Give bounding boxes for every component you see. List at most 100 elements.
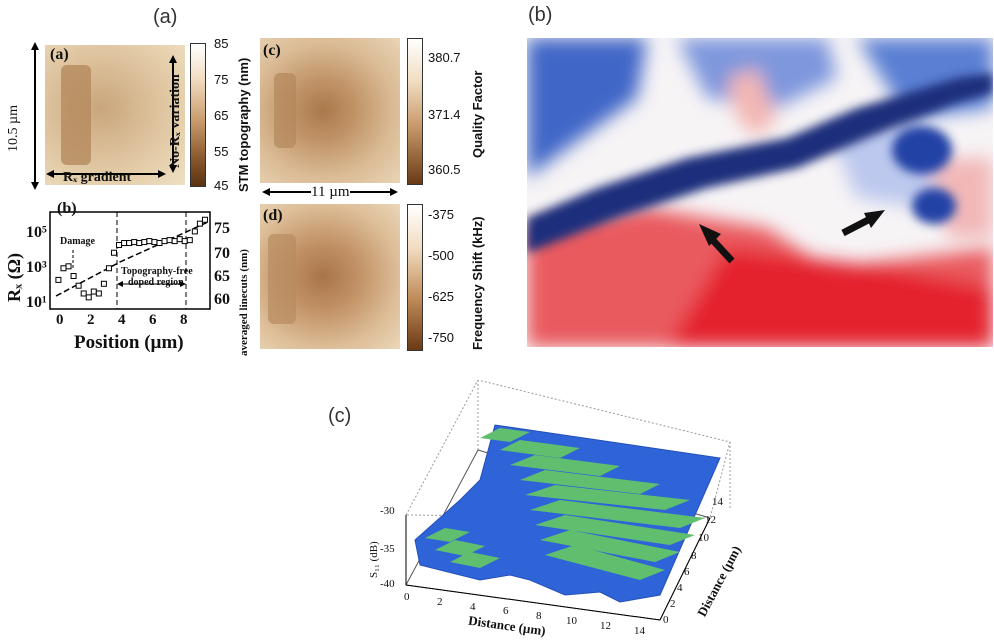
panel-c-z-tick: -35 [380,543,395,555]
panel-c-x-tick: 0 [404,591,410,603]
sub-a-colorbar [190,43,206,187]
sub-b-data-point [55,276,62,283]
sub-b-right-tick: 60 [214,291,230,308]
sub-b-data-point [151,239,158,246]
sub-b-data-point [100,280,107,287]
panel-c-y-tick: 12 [705,514,716,526]
sub-b-data-point [80,290,87,297]
sub-a-cbar-tick: 75 [214,72,229,87]
sub-a-norx-label: No-Rₓ variation [168,74,183,168]
panel-c-z-tick: -30 [380,505,395,517]
sub-b-data-point [105,265,112,272]
sub-b-region-label-1: Topography-free [121,266,193,277]
sub-b-data-point [126,240,133,247]
sub-b-data-point [70,273,77,280]
sub-d-colorbar [407,204,423,351]
sub-d-cbar-tick: -625 [428,289,455,304]
sub-b-label: (b) [57,200,77,217]
sub-d-label: (d) [263,207,283,224]
sub-a-image [45,45,185,185]
sub-c-cbar-tick: 371.4 [428,107,461,122]
sub-b-data-point [146,238,153,245]
sub-b-data-point [156,240,163,247]
sub-d-cbar-tick: -750 [428,330,455,345]
sub-c-label: (c) [263,42,281,59]
sub-b-x-tick: 2 [87,312,95,328]
panel-c-surface [405,380,731,621]
panel-c-x-tick: 8 [536,610,542,622]
panel-c-y-tick: 10 [698,532,709,544]
sub-b-data-point [111,249,117,256]
sub-b-plot [49,211,211,310]
sub-c-dark-rect [274,73,296,148]
panel-c-x-tick: 4 [470,601,476,613]
panel-b-arrow [699,224,735,264]
sub-c-cbar-tick: 380.7 [428,50,461,65]
panel-c-x-tick: 14 [634,625,645,637]
sub-b-data-point [176,236,183,243]
panel-c-y-tick: 8 [691,550,697,562]
panel-c-x-tick: 2 [437,596,443,608]
sub-b-x-tick: 8 [180,312,188,328]
sub-b-trend-line [55,221,209,297]
sub-b-right-tick: 75 [214,220,230,237]
sub-d-image [260,204,400,349]
sub-b-data-point [116,241,123,248]
sub-b-data-point [171,238,178,245]
sub-a-cbar-tick: 55 [214,144,229,159]
panel-c-label: (c) [328,405,352,427]
panel-c-y-tick: 14 [712,496,723,508]
sub-b-ylabel-right: averaged linecuts (nm) [238,249,250,356]
panel-b-label: (b) [528,4,553,26]
sub-a-scale-label: 10.5 µm [6,105,21,152]
sub-d-cbar-title: Frequency Shift (kHz) [470,216,485,350]
sub-b-data-point [131,239,138,246]
sub-a-vertical-scale [31,42,39,190]
panel-c-x-tick: 10 [566,615,577,627]
sub-b-left-tick: 10⁵ [26,224,47,241]
panel-c-zlabel: S₁₁ (dB) [368,541,380,578]
sub-b-xlabel: Position (µm) [74,332,184,353]
sub-a-dark-rect [61,65,91,165]
sub-b-data-point [181,238,188,245]
sub-c-colorbar [407,38,423,185]
sub-b-left-tick: 10¹ [26,294,47,311]
sub-b-data-point [85,294,92,301]
sub-b-data-point [161,238,168,245]
sub-b-data-point [136,240,143,247]
panel-c-y-tick: 2 [670,598,676,610]
sub-b-data-point [196,220,203,227]
sub-b-x-tick: 0 [56,312,64,328]
sub-d-cbar-tick: -500 [428,248,455,263]
sub-b-x-tick: 6 [149,312,157,328]
sub-b-data-point [191,228,198,235]
sub-b-right-tick: 65 [214,268,230,285]
sub-b-x-tick: 4 [118,312,126,328]
sub-b-data-point [65,263,72,270]
panel-b-map [527,38,993,347]
sub-a-cbar-tick: 65 [214,108,229,123]
sub-b-right-tick: 70 [214,245,230,262]
sub-a-gradient-label: Rₓ gradient [63,170,132,185]
sub-b-ylabel-left: Rₓ (Ω) [4,252,24,302]
sub-c-image [260,38,400,183]
sub-d-dark-rect [268,234,296,324]
sub-b-damage-label: Damage [60,236,95,247]
sub-a-label: (a) [50,46,69,63]
sub-b-region-label-2: doped region [128,277,184,288]
sub-b-data-point [201,216,208,223]
sub-b-data-point [95,290,102,297]
sub-b-data-point [166,237,173,244]
sub-b-data-point [75,282,82,289]
panel-c-y-tick: 4 [677,582,683,594]
sub-a-norx-arrow [169,55,177,173]
sub-b-left-tick: 10³ [26,259,47,276]
panel-b-arrow [841,210,885,237]
sub-a-cbar-title: STM topography (nm) [236,57,251,192]
panel-b-dark-band [527,73,993,253]
sub-c-cbar-title: Quality Factor [470,70,485,158]
sub-b-data-point [186,237,193,244]
panel-c-y-tick: 6 [684,566,690,578]
panel-c-top-surface [425,428,705,580]
sub-a-cbar-tick: 45 [214,178,229,193]
